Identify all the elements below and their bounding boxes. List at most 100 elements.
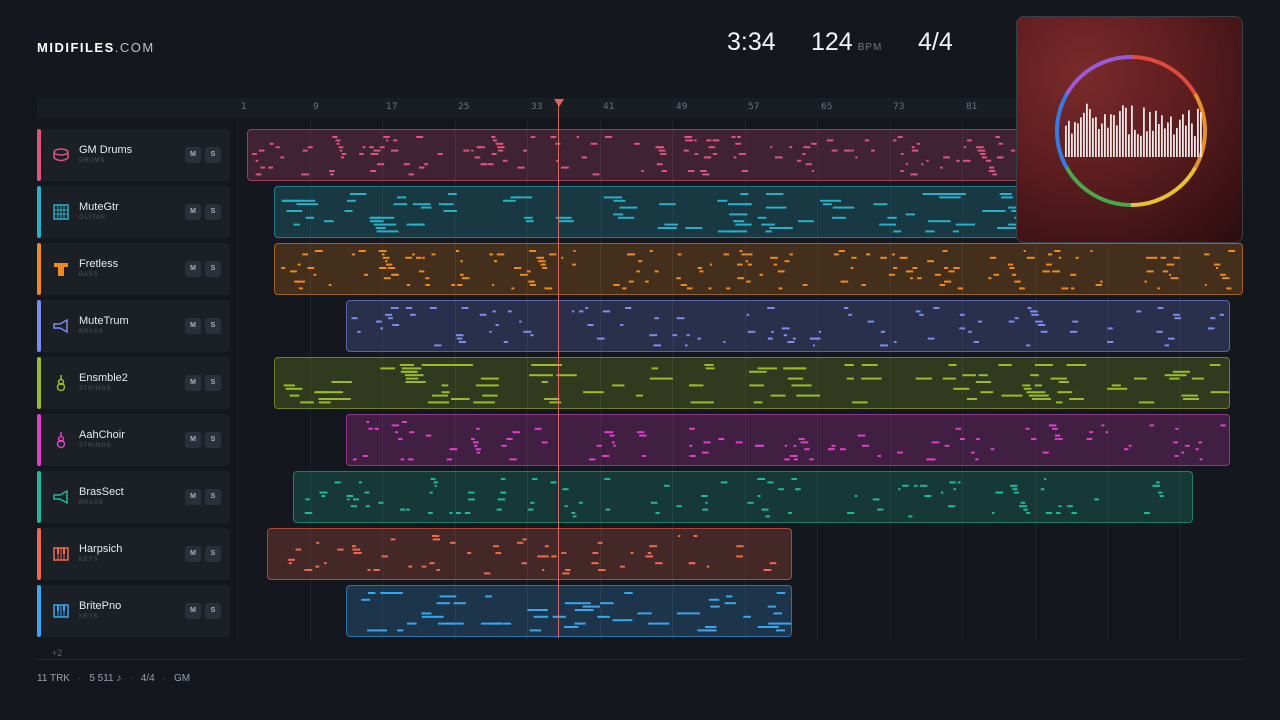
midi-note — [476, 451, 480, 454]
midi-clip[interactable] — [274, 357, 1230, 409]
mute-button[interactable]: M — [185, 603, 201, 619]
midi-clip[interactable] — [346, 414, 1230, 466]
track-header-gm-drums[interactable]: GM Drums DRUMS M S — [37, 129, 230, 181]
mute-button[interactable]: M — [185, 489, 201, 505]
midi-note — [350, 505, 357, 508]
track-header-aahchoir[interactable]: AahChoir STRINGS M S — [37, 414, 230, 466]
midi-note — [866, 253, 871, 256]
midi-note — [405, 307, 413, 309]
mute-button[interactable]: M — [185, 147, 201, 163]
midi-note — [446, 458, 452, 461]
midi-note — [600, 602, 614, 605]
midi-note — [639, 434, 647, 437]
midi-note — [1013, 491, 1019, 494]
track-header-brassect[interactable]: BrasSect BRASS M S — [37, 471, 230, 523]
midi-note — [924, 495, 932, 497]
midi-note — [501, 444, 507, 447]
playhead[interactable] — [558, 106, 559, 638]
midi-note — [300, 401, 314, 404]
track-header-ensmble2[interactable]: Ensmble2 STRINGS M S — [37, 357, 230, 409]
solo-button[interactable]: S — [205, 432, 221, 448]
midi-note — [527, 609, 548, 611]
solo-button[interactable]: S — [205, 204, 221, 220]
midi-note — [1052, 427, 1058, 430]
midi-note — [706, 139, 712, 142]
midi-note — [319, 491, 328, 494]
midi-note — [491, 136, 496, 138]
midi-clip[interactable] — [346, 300, 1230, 352]
solo-button[interactable]: S — [205, 147, 221, 163]
grid-line — [310, 120, 311, 640]
midi-note — [783, 334, 788, 337]
midi-note — [449, 512, 453, 514]
midi-note — [683, 149, 689, 152]
mute-button[interactable]: M — [185, 261, 201, 277]
midi-note — [455, 364, 473, 366]
midi-note — [651, 367, 658, 370]
waveform-bar — [1152, 130, 1154, 157]
midi-note — [971, 451, 975, 454]
track-header-mutetrum[interactable]: MuteTrum BRASS M S — [37, 300, 230, 352]
midi-note — [709, 263, 712, 266]
midi-note — [475, 448, 481, 451]
midi-note — [492, 310, 496, 313]
track-header-mutegtr[interactable]: MuteGtr GUITAR M S — [37, 186, 230, 238]
midi-note — [1195, 448, 1199, 451]
logo-suffix: .COM — [114, 40, 155, 55]
midi-note — [590, 142, 598, 145]
midi-note — [500, 491, 507, 494]
mute-button[interactable]: M — [185, 204, 201, 220]
site-logo[interactable]: MIDIFILES.COM — [37, 40, 155, 55]
solo-button[interactable]: S — [205, 261, 221, 277]
midi-note — [405, 377, 419, 380]
midi-note — [958, 481, 961, 484]
solo-button[interactable]: S — [205, 489, 221, 505]
track-color-bar — [37, 585, 41, 637]
midi-note — [905, 213, 915, 216]
solo-button[interactable]: S — [205, 546, 221, 562]
mute-button[interactable]: M — [185, 318, 201, 334]
playhead-marker[interactable] — [554, 99, 564, 107]
track-header-fretless[interactable]: Fretless BASS M S — [37, 243, 230, 295]
grid-line — [962, 120, 963, 640]
midi-note — [1044, 478, 1047, 480]
midi-note — [289, 394, 300, 397]
midi-note — [392, 273, 398, 276]
midi-note — [653, 344, 661, 347]
track-header-harpsich[interactable]: Harpsich KEYS M S — [37, 528, 230, 580]
midi-note — [334, 481, 341, 484]
midi-note — [619, 206, 638, 209]
midi-note — [645, 555, 654, 558]
more-tracks-indicator[interactable]: +2 — [52, 648, 63, 658]
midi-clip[interactable] — [267, 528, 792, 580]
midi-note — [383, 277, 391, 280]
timeline-ruler[interactable]: 1 9 17 25 33 41 49 57 65 73 81 — [37, 98, 1243, 118]
midi-clip[interactable] — [293, 471, 1193, 523]
midi-note — [549, 253, 557, 256]
midi-note — [747, 501, 754, 504]
mute-button[interactable]: M — [185, 546, 201, 562]
midi-clip[interactable] — [346, 585, 792, 637]
midi-note — [697, 337, 701, 340]
grid-line — [890, 120, 891, 640]
mute-button[interactable]: M — [185, 375, 201, 391]
midi-note — [988, 170, 996, 172]
solo-button[interactable]: S — [205, 375, 221, 391]
midi-note — [910, 173, 918, 176]
ruler-tick: 9 — [313, 102, 319, 112]
midi-note — [1023, 508, 1028, 511]
waveform-bar — [1080, 117, 1082, 157]
track-color-bar — [37, 186, 41, 238]
midi-note — [340, 156, 345, 159]
mute-button[interactable]: M — [185, 432, 201, 448]
solo-button[interactable]: S — [205, 603, 221, 619]
note-pattern — [283, 364, 1229, 404]
solo-button[interactable]: S — [205, 318, 221, 334]
track-header-britepno[interactable]: BritePno KEYS M S — [37, 585, 230, 637]
midi-note — [613, 199, 626, 202]
midi-note — [1001, 196, 1013, 199]
midi-note — [962, 159, 971, 162]
midi-note — [475, 384, 499, 387]
midi-note — [842, 280, 849, 283]
midi-clip[interactable] — [274, 243, 1243, 295]
